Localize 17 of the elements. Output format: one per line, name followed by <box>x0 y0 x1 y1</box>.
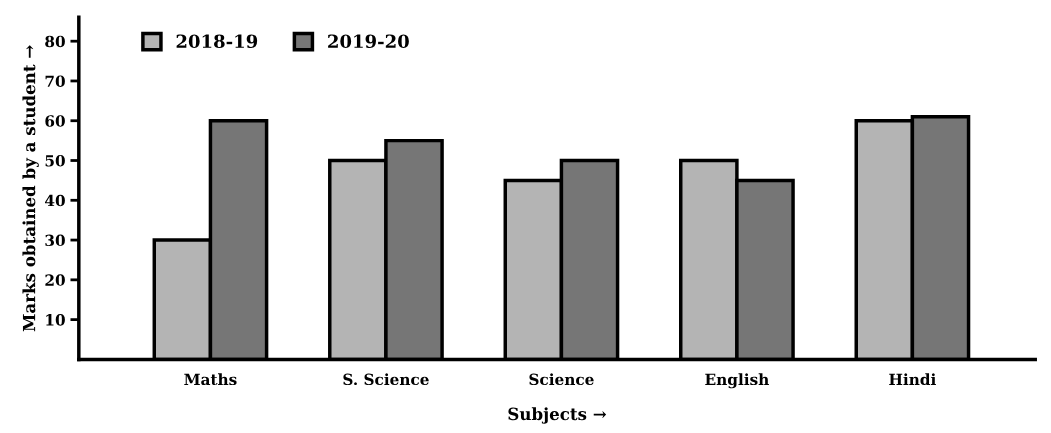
x-tick-label: Maths <box>184 373 237 386</box>
y-axis-title: Marks obtained by a student → <box>22 45 39 332</box>
x-tick-label: Science <box>529 373 594 386</box>
y-tick-label: 30 <box>45 234 65 247</box>
y-tick-label: 50 <box>45 154 65 167</box>
x-tick-label: English <box>705 373 769 389</box>
legend-label: 2018-19 <box>176 34 258 49</box>
y-tick-label: 20 <box>45 274 65 286</box>
y-tick-label: 60 <box>45 115 65 127</box>
x-tick-label: S. Science <box>343 373 429 386</box>
y-tick-label: 80 <box>45 35 65 48</box>
y-tick-label: 40 <box>45 194 65 207</box>
x-axis-title: Subjects → <box>508 407 607 424</box>
y-tick-label: 10 <box>46 314 65 326</box>
legend-label: 2019-20 <box>328 34 409 49</box>
y-tick-label: 70 <box>45 75 65 87</box>
x-tick-label: Hindi <box>889 373 936 386</box>
